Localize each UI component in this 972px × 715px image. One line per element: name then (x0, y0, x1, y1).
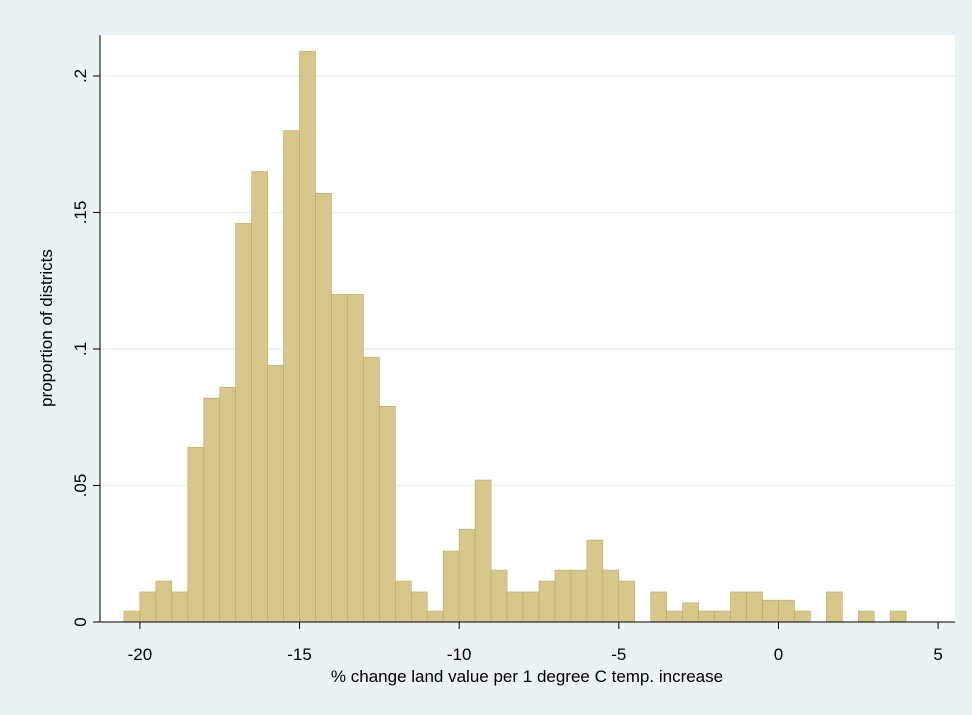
bar (139, 591, 157, 623)
bar (618, 580, 636, 623)
x-tick-label: 0 (774, 645, 783, 664)
bar (426, 610, 444, 623)
bar (506, 591, 524, 623)
bar (746, 591, 763, 623)
bar (857, 610, 875, 623)
bar (538, 580, 556, 623)
bar (889, 610, 907, 623)
bar (187, 446, 205, 623)
bar (826, 591, 843, 623)
bar (251, 171, 268, 623)
bar (347, 294, 364, 623)
bar (570, 569, 588, 623)
y-tick-label: .1 (71, 342, 90, 356)
bar (123, 610, 141, 623)
bar (586, 539, 604, 623)
bar (315, 193, 332, 623)
y-tick-label: 0 (71, 617, 90, 626)
bar (682, 602, 699, 623)
bar (762, 599, 779, 623)
y-tick-label: .2 (71, 69, 90, 83)
x-tick-label: 5 (933, 645, 942, 664)
bar (522, 591, 540, 623)
bar (554, 569, 572, 623)
bar (602, 569, 620, 623)
x-axis-label: % change land value per 1 degree C temp.… (331, 667, 723, 686)
bar (778, 599, 795, 623)
y-tick-label: .15 (71, 201, 90, 225)
bar (650, 591, 668, 623)
y-tick-label: .05 (71, 474, 90, 498)
x-tick-label: -10 (447, 645, 472, 664)
bar (219, 386, 236, 623)
bar (379, 406, 396, 623)
bar (283, 130, 300, 623)
bar (410, 591, 428, 623)
bar (442, 550, 460, 623)
bar (331, 294, 348, 623)
bar (155, 580, 173, 623)
x-tick-label: -5 (611, 645, 626, 664)
bar (299, 51, 316, 623)
bar (458, 528, 476, 623)
bar (395, 580, 412, 623)
bar (363, 356, 380, 623)
bar (474, 479, 492, 623)
bar (794, 610, 811, 623)
x-tick-label: -20 (128, 645, 153, 664)
bar (235, 223, 252, 623)
bar (267, 365, 284, 623)
bar (698, 610, 715, 623)
x-tick-label: -15 (287, 645, 312, 664)
bar (203, 397, 221, 623)
bar (714, 610, 731, 623)
y-axis-label: proportion of districts (37, 249, 56, 407)
bar (490, 569, 508, 623)
bar (171, 591, 189, 623)
bar (666, 610, 683, 623)
bar (730, 591, 747, 623)
